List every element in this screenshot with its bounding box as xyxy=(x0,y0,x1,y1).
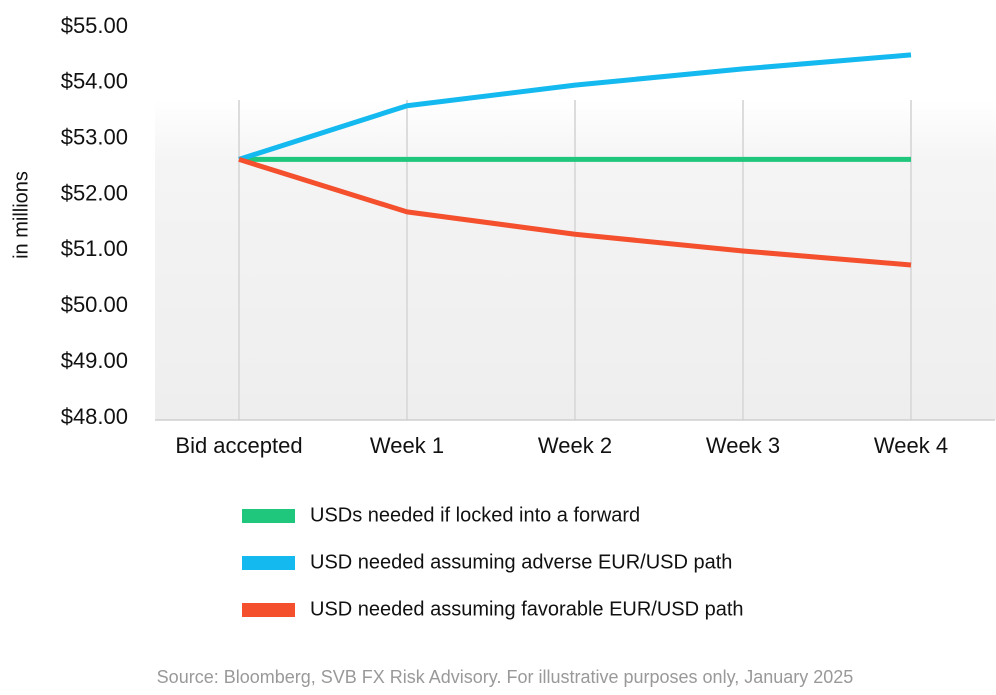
x-tick-label: Bid accepted xyxy=(175,433,302,458)
legend-label: USDs needed if locked into a forward xyxy=(310,504,640,526)
series-line xyxy=(238,52,912,162)
y-tick-label: $50.00 xyxy=(61,292,128,317)
x-tick-label: Week 1 xyxy=(370,433,444,458)
y-tick-label: $52.00 xyxy=(61,180,128,205)
y-tick-label: $55.00 xyxy=(61,13,128,38)
y-axis-label: in millions xyxy=(10,171,32,259)
y-tick-label: $54.00 xyxy=(61,69,128,94)
legend-swatch xyxy=(242,603,295,617)
x-tick-label: Week 4 xyxy=(874,433,948,458)
y-tick-label: $51.00 xyxy=(61,236,128,261)
legend-swatch xyxy=(242,556,295,570)
legend-swatch xyxy=(242,509,295,523)
legend-label: USD needed assuming adverse EUR/USD path xyxy=(310,551,732,573)
x-tick-label: Week 2 xyxy=(538,433,612,458)
legend-label: USD needed assuming favorable EUR/USD pa… xyxy=(310,598,744,620)
y-tick-label: $53.00 xyxy=(61,125,128,150)
source-note: Source: Bloomberg, SVB FX Risk Advisory.… xyxy=(157,667,854,687)
y-tick-label: $49.00 xyxy=(61,348,128,373)
x-tick-label: Week 3 xyxy=(706,433,780,458)
y-tick-label: $48.00 xyxy=(61,404,128,429)
series-line xyxy=(238,156,912,268)
